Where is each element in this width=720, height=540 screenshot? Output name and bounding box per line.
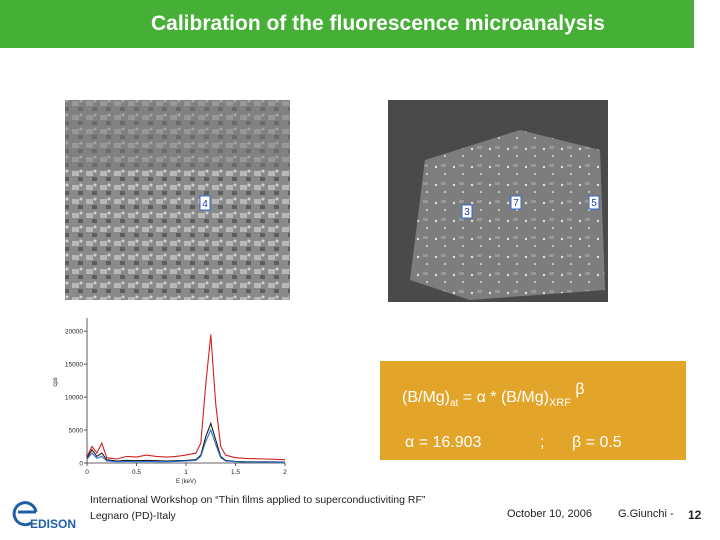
- alpha-value: α = 16.903: [405, 434, 482, 451]
- x-axis-label: E (keV): [176, 479, 196, 485]
- spectrum-line: [86, 421, 286, 463]
- formula-sub: at: [450, 398, 459, 409]
- y-tick-label: 15000: [65, 362, 83, 369]
- y-tick-label: 20000: [65, 329, 83, 336]
- event-line: International Workshop on “Thin films ap…: [90, 494, 426, 506]
- beta-value: β = 0.5: [572, 434, 622, 451]
- separator: ;: [540, 434, 544, 451]
- y-tick-label: 10000: [65, 395, 83, 402]
- image-label: 5: [591, 198, 597, 209]
- event-line: Legnaro (PD)-Italy: [90, 510, 177, 522]
- x-tick-label: 1: [184, 469, 188, 476]
- x-tick-label: 0.5: [132, 469, 141, 476]
- x-tick-label: 1.5: [231, 469, 240, 476]
- y-axis-label: cps: [53, 377, 59, 386]
- formula-box: [380, 361, 686, 460]
- title-bar: [0, 0, 694, 48]
- y-tick-label: 0: [79, 461, 83, 468]
- formula-sub: XRF: [549, 397, 571, 409]
- page-number: 12: [688, 508, 702, 522]
- x-tick-label: 2: [283, 469, 287, 476]
- formula-part: = α * (B/Mg): [458, 389, 549, 406]
- image-label: 3: [464, 207, 470, 218]
- formula: (B/Mg)at = α * (B/Mg)XRF β: [402, 381, 585, 409]
- date: October 10, 2006: [507, 508, 592, 520]
- formula-part: (B/Mg): [402, 389, 450, 406]
- x-tick-label: 0: [85, 469, 89, 476]
- spectrum-line: [86, 428, 286, 463]
- y-tick-label: 5000: [69, 428, 84, 435]
- spectrum-line: [86, 334, 286, 461]
- formula-exp: β: [571, 381, 585, 398]
- logo-text: EDISON: [30, 517, 76, 531]
- image-label: 7: [513, 198, 519, 209]
- author: G.Giunchi -: [618, 508, 674, 520]
- sem-image-left: 4: [65, 100, 290, 300]
- logo: EDISON: [12, 501, 76, 531]
- sem-image-right: 3 7 5: [388, 100, 608, 302]
- spectrum-chart: 0 5000 10000 15000 20000 0 0.5 1 1.5 2 E (keV) cps: [53, 318, 287, 485]
- image-label: 4: [202, 199, 208, 210]
- slide-title: Calibration of the fluorescence microana…: [151, 12, 605, 35]
